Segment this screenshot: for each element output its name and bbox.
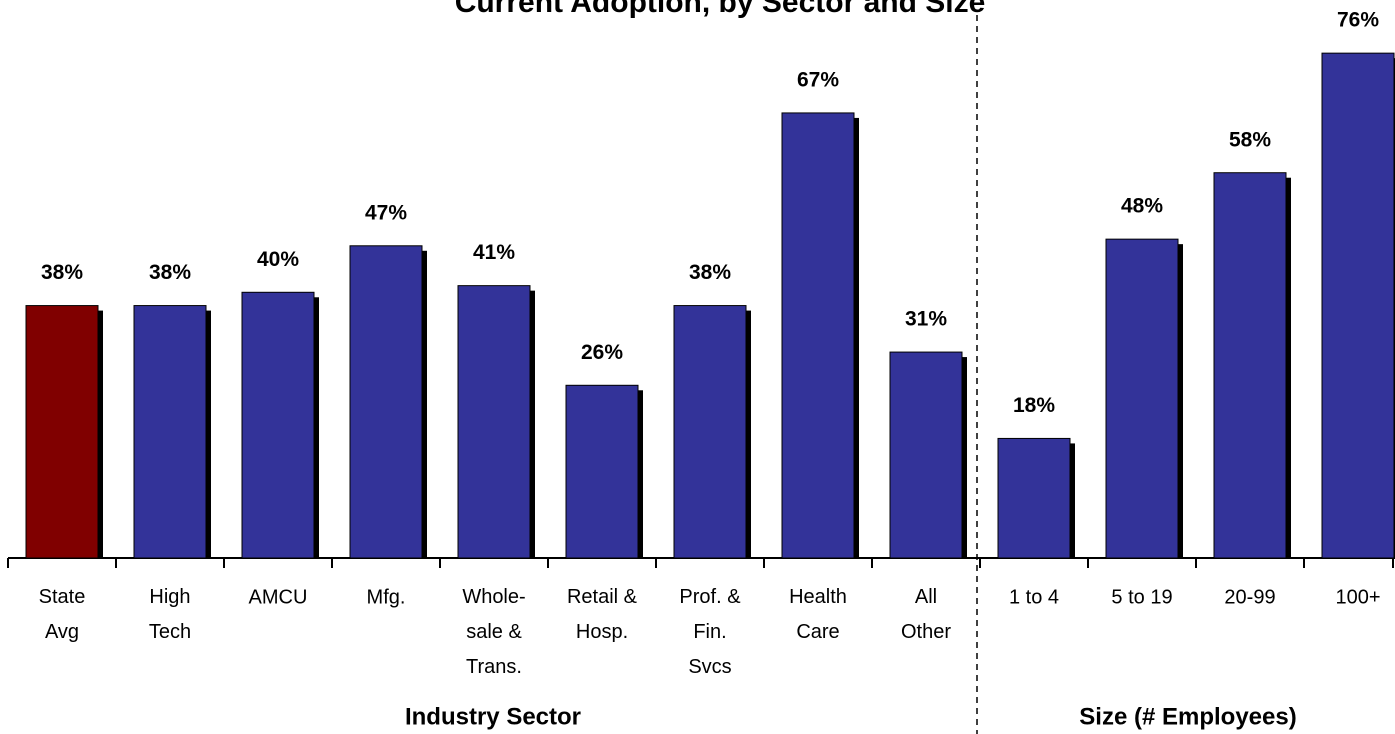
x-tick-label: Mfg. [367, 586, 406, 608]
group-label: Size (# Employees) [1079, 703, 1296, 730]
data-label: 48% [1121, 195, 1163, 218]
x-tick-label: Prof. & Fin. Svcs [679, 586, 741, 678]
x-tick-label: 20-99 [1224, 586, 1275, 608]
x-tick-label: AMCU [249, 586, 308, 608]
bar [565, 384, 639, 559]
data-label: 18% [1013, 394, 1055, 417]
x-tick-label: High Tech [149, 586, 191, 643]
data-label: 47% [365, 201, 407, 224]
bar [1105, 238, 1179, 559]
chart-title: Current Adoption, by Sector and Size [455, 0, 986, 19]
bar [349, 245, 423, 559]
x-tick-label: 1 to 4 [1009, 586, 1059, 608]
bar [1213, 172, 1287, 559]
data-label: 38% [689, 261, 731, 284]
x-tick-label: Health Care [789, 586, 847, 643]
bar [1321, 52, 1395, 559]
data-label: 38% [41, 261, 83, 284]
x-tick-label: Retail & Hosp. [567, 586, 638, 643]
data-label: 38% [149, 261, 191, 284]
data-label: 76% [1337, 9, 1379, 32]
x-tick-label: 100+ [1335, 586, 1380, 608]
data-label: 26% [581, 341, 623, 364]
bar [457, 285, 531, 559]
group-label: Industry Sector [405, 703, 581, 730]
x-tick-label: Whole-sale & Trans. [462, 586, 525, 678]
bar [673, 305, 747, 559]
x-tick-label: 5 to 19 [1111, 586, 1172, 608]
data-label: 58% [1229, 128, 1271, 151]
bar [781, 112, 855, 559]
x-tick-label: State Avg [39, 586, 86, 643]
bar [241, 291, 315, 559]
data-label: 40% [257, 248, 299, 271]
bar [997, 437, 1071, 559]
x-tick-label: All Other [901, 586, 951, 643]
data-label: 31% [905, 308, 947, 331]
bar [889, 351, 963, 559]
bar [133, 305, 207, 559]
data-label: 67% [797, 68, 839, 91]
bar [25, 305, 99, 559]
data-label: 41% [473, 241, 515, 264]
